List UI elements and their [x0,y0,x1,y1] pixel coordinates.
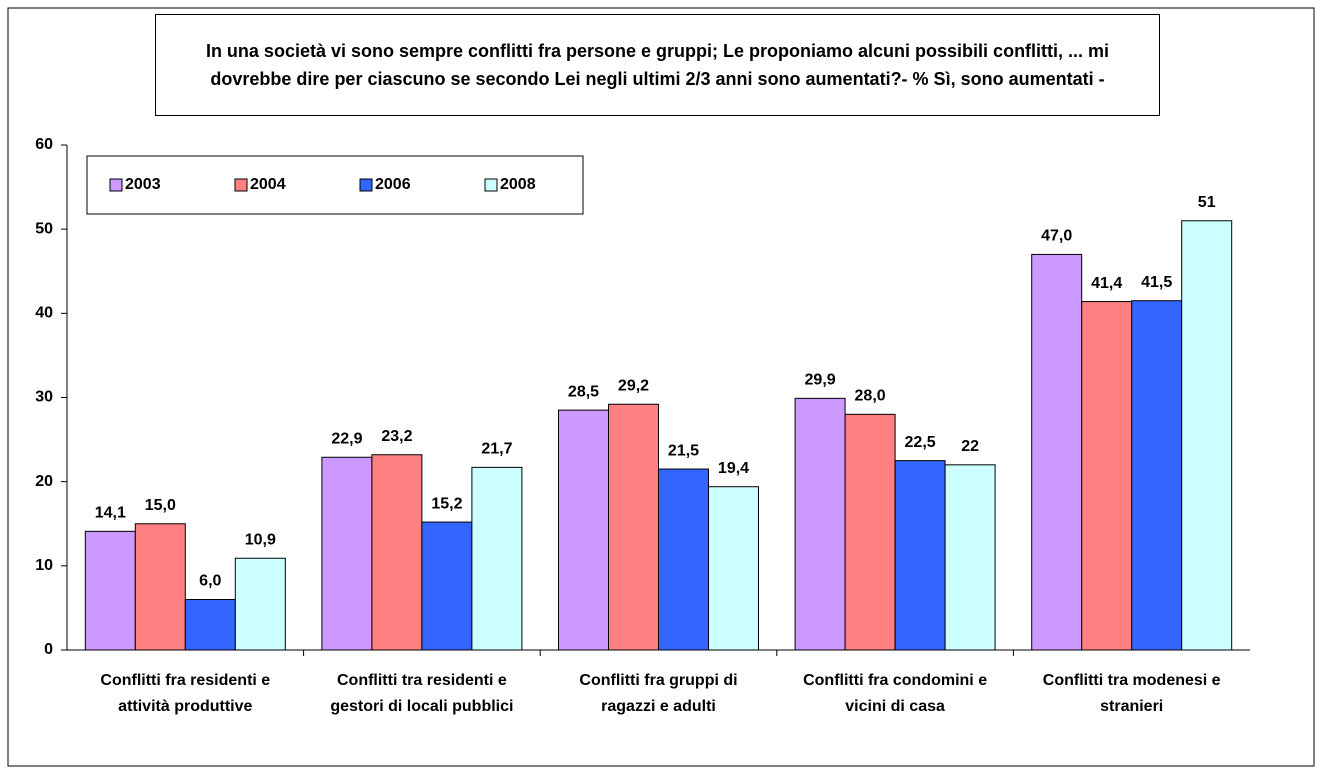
data-label: 10,9 [245,531,276,548]
y-tick-label: 30 [35,389,53,406]
bar [84,530,136,651]
bar [371,454,423,651]
legend-label: 2003 [125,176,161,193]
data-label: 51 [1198,194,1216,211]
y-tick-label: 10 [35,557,53,574]
legend-swatch [484,178,498,192]
data-label: 22 [961,438,979,455]
data-label: 15,0 [145,497,176,514]
data-label: 14,1 [95,505,126,522]
data-label: 19,4 [718,460,749,477]
x-tick-label: Conflitti tra modenesi e stranieri [1042,672,1221,715]
x-tick-label: Conflitti fra gruppi di ragazzi e adulti [579,672,738,715]
bar [1181,220,1233,651]
bar [708,486,759,651]
legend-swatch [359,178,373,192]
data-label: 29,2 [618,377,649,394]
data-label: 41,5 [1141,274,1172,291]
y-tick-label: 60 [35,136,53,153]
bar [184,599,236,651]
bar [134,523,186,651]
y-tick-label: 20 [35,473,53,490]
bar [794,397,846,651]
legend-label: 2008 [500,176,536,193]
bar [1081,301,1133,651]
bar [608,403,659,651]
bar [658,468,709,651]
bar [844,413,896,651]
bar [321,456,373,651]
data-label: 47,0 [1041,228,1072,245]
bar [894,460,946,651]
legend-box [86,155,584,215]
data-label: 23,2 [381,428,412,445]
data-label: 21,5 [668,442,699,459]
bar [234,557,286,651]
legend-label: 2006 [375,176,411,193]
legend-label: 2004 [250,176,286,193]
data-label: 15,2 [431,495,462,512]
data-label: 28,5 [568,383,599,400]
chart-title: In una società vi sono sempre conflitti … [155,14,1160,116]
data-label: 22,9 [331,430,362,447]
data-label: 28,0 [855,388,886,405]
y-tick-label: 50 [35,220,53,237]
y-tick-label: 0 [44,641,53,658]
bar [944,464,996,651]
legend-swatch [109,178,123,192]
data-label: 41,4 [1091,275,1122,292]
data-label: 29,9 [805,372,836,389]
bar [1131,300,1183,651]
bar [558,409,609,651]
bar [471,466,523,651]
y-tick-label: 40 [35,305,53,322]
bar [421,521,473,651]
x-tick-label: Conflitti tra residenti e gestori di loc… [330,672,514,715]
legend-swatch [234,178,248,192]
data-label: 6,0 [199,573,221,590]
x-tick-label: Conflitti fra condomini e vicini di casa [803,672,988,715]
data-label: 21,7 [481,441,512,458]
x-tick-label: Conflitti fra residenti e attività produ… [100,672,271,715]
data-label: 22,5 [905,434,936,451]
bar [1031,253,1083,651]
